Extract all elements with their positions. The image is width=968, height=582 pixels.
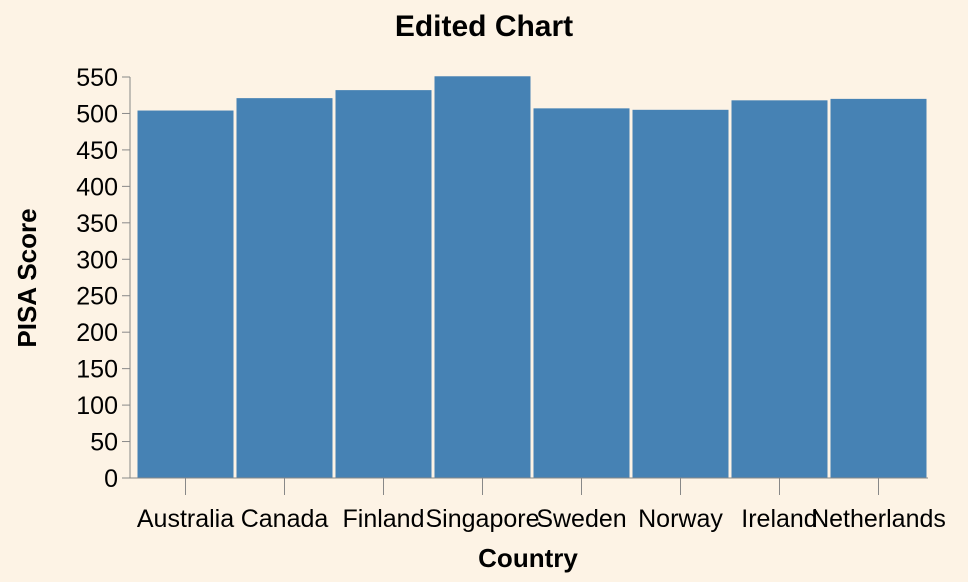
y-tick-label: 550 bbox=[76, 64, 118, 92]
x-axis-title: Country bbox=[478, 543, 578, 573]
x-tick-label: Netherlands bbox=[811, 505, 946, 533]
y-tick-label: 100 bbox=[76, 392, 118, 420]
y-tick-label: 300 bbox=[76, 246, 118, 274]
y-axis: 0 50 100 150 200 250 300 350 400 450 500 550 bbox=[76, 64, 131, 493]
bar-netherlands[interactable] bbox=[830, 98, 927, 478]
bar-norway[interactable] bbox=[632, 109, 729, 479]
bar-australia[interactable] bbox=[137, 110, 234, 479]
y-tick-label: 200 bbox=[76, 319, 118, 347]
y-tick-label: 350 bbox=[76, 210, 118, 238]
y-axis-title: PISA Score bbox=[12, 208, 42, 347]
x-tick-label: Australia bbox=[137, 505, 234, 533]
x-tick-label: Canada bbox=[241, 505, 329, 533]
y-tick-label: 500 bbox=[76, 100, 118, 128]
y-tick-label: 50 bbox=[90, 429, 118, 457]
y-tick-label: 400 bbox=[76, 173, 118, 201]
x-tick-label: Singapore bbox=[426, 505, 540, 533]
y-tick-label: 0 bbox=[104, 465, 118, 493]
bar-canada[interactable] bbox=[236, 98, 333, 478]
y-tick-label: 250 bbox=[76, 283, 118, 311]
x-tick-label: Finland bbox=[343, 505, 425, 533]
bar-sweden[interactable] bbox=[533, 108, 630, 479]
x-tick-label: Norway bbox=[638, 505, 723, 533]
bars-group bbox=[137, 76, 927, 479]
x-tick-label: Sweden bbox=[536, 505, 626, 533]
chart-title: Edited Chart bbox=[395, 10, 573, 43]
bar-singapore[interactable] bbox=[434, 76, 531, 479]
x-tick-label: Ireland bbox=[741, 505, 817, 533]
bar-finland[interactable] bbox=[335, 90, 432, 479]
bar-ireland[interactable] bbox=[731, 100, 828, 479]
y-tick-label: 450 bbox=[76, 137, 118, 165]
y-tick-label: 150 bbox=[76, 356, 118, 384]
